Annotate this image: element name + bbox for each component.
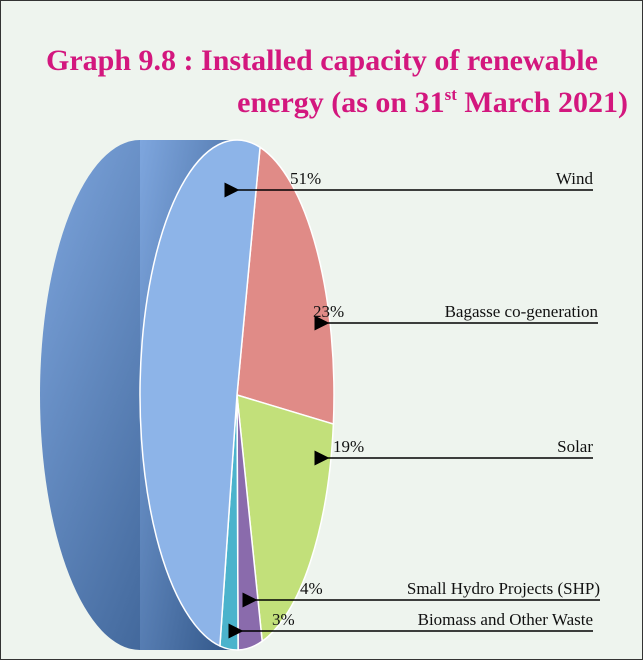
chart-title: energy (as on 31st March 2021) — [237, 85, 628, 119]
pie-slice — [236, 146, 335, 426]
data-label: 51% — [290, 169, 321, 188]
slice-label: Biomass and Other Waste — [418, 610, 593, 629]
slice-label: Solar — [557, 437, 593, 456]
chart-title: Graph 9.8 : Installed capacity of renewa… — [46, 44, 598, 77]
slice-label: Wind — [556, 169, 594, 188]
data-label: 3% — [272, 610, 295, 629]
data-label: 23% — [313, 302, 344, 321]
pie-slice — [139, 139, 261, 648]
data-label: 19% — [333, 437, 364, 456]
slice-label: Bagasse co-generation — [445, 302, 599, 321]
slice-label: Small Hydro Projects (SHP) — [407, 579, 600, 598]
data-label: 4% — [300, 579, 323, 598]
